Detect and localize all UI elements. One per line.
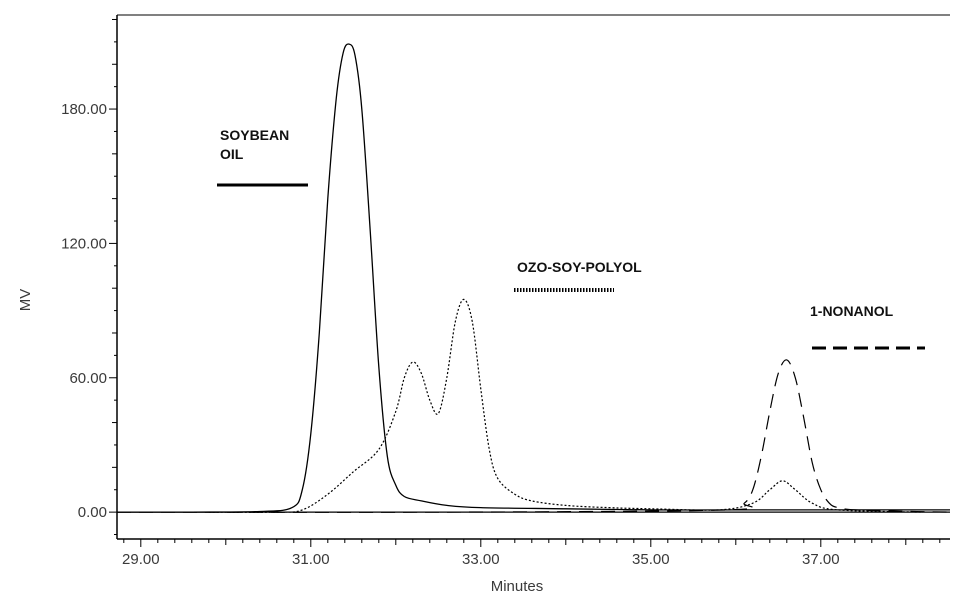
series-line-ozo-soy-polyol: [208, 298, 923, 513]
x-tick-label: 31.00: [292, 551, 330, 568]
legend-ozo-soy-polyol-label: OZO-SOY-POLYOL: [517, 259, 642, 275]
x-axis-title: Minutes: [491, 578, 544, 595]
legend-1-nonanol-label: 1-NONANOL: [810, 303, 894, 319]
y-tick-label: 0.00: [78, 504, 107, 521]
x-tick-label: 35.00: [632, 551, 670, 568]
legend: SOYBEAN OIL OZO-SOY-POLYOL 1-NONANOL: [217, 127, 925, 350]
legend-soybean-oil-label: SOYBEAN: [220, 127, 289, 143]
y-tick-label: 180.00: [61, 101, 107, 118]
plot-area: [117, 15, 950, 539]
x-tick-label: 29.00: [122, 551, 160, 568]
series-line-soybean-oil: [116, 43, 950, 513]
x-tick-label: 33.00: [462, 551, 500, 568]
y-tick-label: 120.00: [61, 235, 107, 252]
legend-soybean-oil-label: OIL: [220, 146, 244, 162]
series-line-1-nonanol: [116, 359, 951, 513]
x-tick-label: 37.00: [802, 551, 840, 568]
y-tick-label: 60.00: [69, 370, 107, 387]
axis-ticks: 0.00 60.00 120.00 180.00 29.00 31.00 33.00 35.0…: [61, 18, 941, 568]
series-lines: [116, 43, 951, 513]
plot-frame: [116, 14, 950, 540]
y-axis-title: MV: [17, 289, 34, 312]
